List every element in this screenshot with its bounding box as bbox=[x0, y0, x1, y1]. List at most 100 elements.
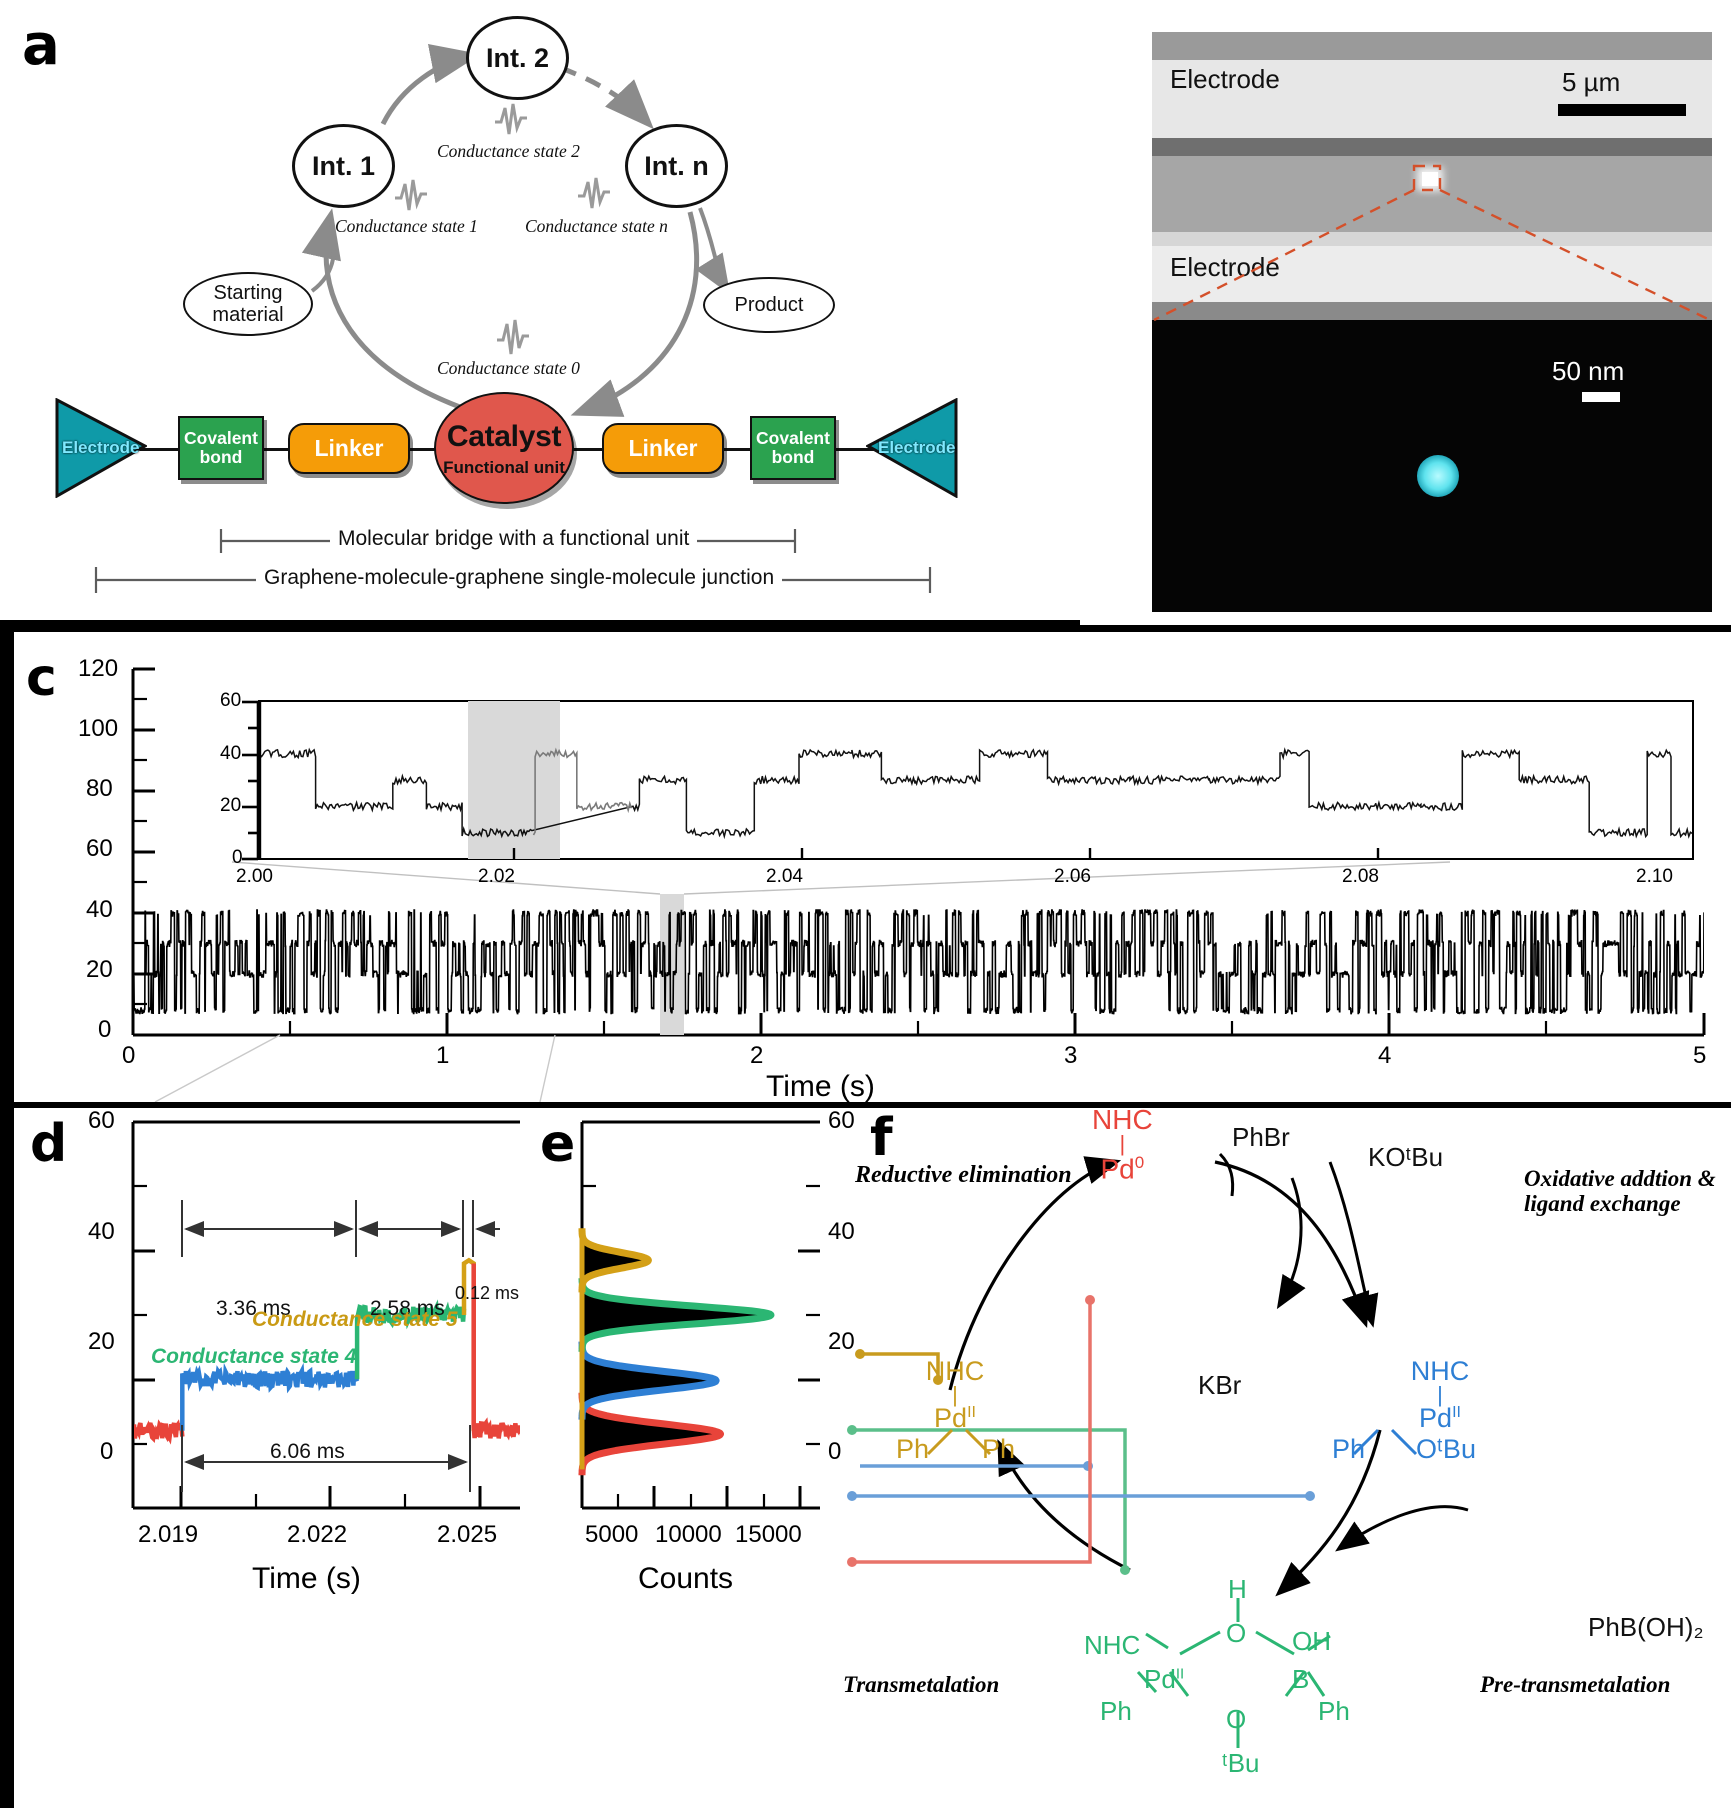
panel-e-xtick-10000: 10000 bbox=[655, 1521, 722, 1548]
species-left-sub-left: Ph bbox=[896, 1433, 930, 1464]
species-bottom-OH: OH bbox=[1292, 1626, 1331, 1656]
node-product: Product bbox=[703, 277, 835, 333]
panel-f-reagent-kotbu: KOᵗBu bbox=[1368, 1142, 1444, 1172]
bracket-label-junction: Graphene-molecule-graphene single-molecu… bbox=[256, 566, 783, 590]
covalent-bond-left: Covalent bond bbox=[178, 416, 264, 480]
panel-f-species-left-bonds bbox=[926, 1428, 992, 1456]
panel-d-plot bbox=[131, 1120, 520, 1510]
species-bottom-B: B bbox=[1292, 1664, 1310, 1694]
panel-c-inset-yaxis bbox=[242, 700, 260, 861]
panel-c-xtick-1: 1 bbox=[436, 1042, 450, 1069]
wire-left-1 bbox=[140, 448, 188, 451]
panel-a: a bbox=[0, 0, 1080, 620]
panel-e-xlabel: Counts bbox=[638, 1562, 734, 1595]
panel-c-ytick-20: 20 bbox=[86, 956, 113, 983]
panel-c-ytick-60: 60 bbox=[86, 835, 113, 862]
species-top-ligand: NHC bbox=[1092, 1104, 1153, 1135]
wire-right-3 bbox=[832, 448, 880, 451]
panel-c-ytick-120: 120 bbox=[78, 655, 119, 682]
panel-e-xtick-5000: 5000 bbox=[585, 1521, 639, 1548]
node-intn-label: Int. n bbox=[644, 150, 709, 181]
panel-f-species-right: NHC | PdII Ph OᵗBu bbox=[1332, 1356, 1530, 1466]
covalent-bond-right-label: Covalent bond bbox=[756, 427, 830, 467]
wire-left-3 bbox=[392, 448, 442, 451]
panel-f-step-pre-transmetalation: Pre-transmetalation bbox=[1480, 1672, 1671, 1697]
panel-c-inset-xtick-210: 2.10 bbox=[1636, 866, 1673, 887]
conductance-state-2-label: Conductance state 2 bbox=[437, 141, 580, 161]
panel-c-inset-ytick-0: 0 bbox=[232, 847, 243, 868]
conductance-state-1-label: Conductance state 1 bbox=[335, 216, 478, 236]
panel-c-inset-xtick-202: 2.02 bbox=[478, 866, 515, 887]
panel-a-letter: a bbox=[22, 13, 60, 78]
panel-c-xtick-4: 4 bbox=[1378, 1042, 1392, 1069]
species-right-bond: | bbox=[1437, 1382, 1443, 1407]
node-int1: Int. 1 bbox=[292, 124, 395, 208]
panel-f-cycle bbox=[860, 1152, 1469, 1597]
panel-c-xtick-5: 5 bbox=[1693, 1042, 1707, 1069]
panel-b-electrode-bottom-label: Electrode bbox=[1170, 252, 1280, 282]
species-bottom-NHC: NHC bbox=[1084, 1630, 1141, 1660]
panel-b-fluorescence-image bbox=[1152, 320, 1712, 612]
panel-a-cycle-arrows bbox=[301, 43, 731, 417]
species-bottom-O-top: O bbox=[1226, 1618, 1247, 1648]
panel-c-inset-xtick-206: 2.06 bbox=[1054, 866, 1091, 887]
node-int2: Int. 2 bbox=[466, 16, 569, 100]
species-right-metal: PdII bbox=[1419, 1402, 1461, 1433]
panel-d-state-5-label: Conductance state 5 bbox=[252, 1308, 458, 1331]
panel-d-ytick-20: 20 bbox=[88, 1328, 115, 1355]
panel-e-ytick-60: 60 bbox=[828, 1107, 855, 1134]
species-left-ligand: NHC bbox=[925, 1356, 985, 1386]
panel-b-zoom-guides bbox=[1153, 164, 1711, 322]
panel-c-inset-xtick-208: 2.08 bbox=[1342, 866, 1379, 887]
covalent-bond-left-label: Covalent bond bbox=[184, 427, 258, 467]
panel-d-dwell-2: 2.58 ms bbox=[370, 1297, 445, 1320]
species-top-metal: Pd0 bbox=[1100, 1152, 1145, 1185]
species-bottom-Ph-right: Ph bbox=[1318, 1696, 1350, 1726]
sem-bright-spot bbox=[1422, 172, 1438, 186]
covalent-bond-right: Covalent bond bbox=[750, 416, 836, 480]
species-bottom-O-bottom: O bbox=[1226, 1704, 1247, 1734]
panel-f-species-left: NHC | PdII Ph Ph bbox=[896, 1356, 1050, 1466]
panel-c-inset-ytick-40: 40 bbox=[220, 743, 242, 764]
conductance-state-0-label: Conductance state 0 bbox=[437, 358, 580, 378]
panel-c-inset-ytick-60: 60 bbox=[220, 690, 242, 711]
panel-f-reagent-phboh2: PhB(OH)₂ bbox=[1588, 1612, 1704, 1642]
node-starting-material-label: Starting material bbox=[212, 282, 284, 326]
fluorescent-spot bbox=[1417, 455, 1459, 497]
species-bottom-tBu: ᵗBu bbox=[1222, 1748, 1260, 1778]
panel-c-ytick-40: 40 bbox=[86, 896, 113, 923]
species-right-sub-right: OᵗBu bbox=[1416, 1433, 1476, 1464]
bracket-label-molecular-bridge: Molecular bridge with a functional unit bbox=[330, 527, 698, 551]
panel-d-ytick-0: 0 bbox=[100, 1438, 114, 1465]
species-left-sub-right: Ph bbox=[982, 1433, 1016, 1464]
panel-d-dwell-1: 3.36 ms bbox=[216, 1297, 291, 1320]
linker-left: Linker bbox=[288, 423, 410, 474]
scalebar-5um-label: 5 µm bbox=[1562, 67, 1621, 97]
wire-right-2 bbox=[706, 448, 756, 451]
species-bottom-metal: PdII bbox=[1144, 1664, 1185, 1694]
panel-d-ytick-60: 60 bbox=[88, 1107, 115, 1134]
scalebar-50nm bbox=[1582, 392, 1620, 402]
panel-c-ytick-100: 100 bbox=[78, 715, 119, 742]
panel-c-plot bbox=[131, 667, 1706, 1102]
panel-d-state-4-label: Conductance state 4 bbox=[151, 1345, 357, 1368]
panel-f-step-oxidative-addition: Oxidative addtion & ligand exchange bbox=[1524, 1166, 1716, 1217]
panel-e-letter: e bbox=[540, 1114, 576, 1174]
panel-c-inset-ytick-20: 20 bbox=[220, 795, 242, 816]
wire-right-1 bbox=[572, 448, 620, 451]
panel-e-plot bbox=[578, 1120, 820, 1510]
wire-left-2 bbox=[262, 448, 306, 451]
species-right-ligand: NHC bbox=[1410, 1356, 1470, 1386]
panel-e-ytick-0: 0 bbox=[828, 1438, 842, 1465]
panel-b-electrode-top-label: Electrode bbox=[1170, 64, 1280, 94]
panel-f-species-bottom-bonds bbox=[1136, 1598, 1331, 1748]
panel-c-xlabel: Time (s) bbox=[766, 1070, 875, 1103]
panel-c-inset-xtick-200: 2.00 bbox=[236, 866, 273, 887]
panel-c-ytick-80: 80 bbox=[86, 775, 113, 802]
species-bottom-H: H bbox=[1228, 1574, 1247, 1604]
panel-f-state-connectors bbox=[847, 1295, 1315, 1575]
panel-d-ytick-40: 40 bbox=[88, 1218, 115, 1245]
panel-d-xtick-2019: 2.019 bbox=[138, 1521, 199, 1548]
panel-c-inset-plot bbox=[258, 700, 1693, 860]
